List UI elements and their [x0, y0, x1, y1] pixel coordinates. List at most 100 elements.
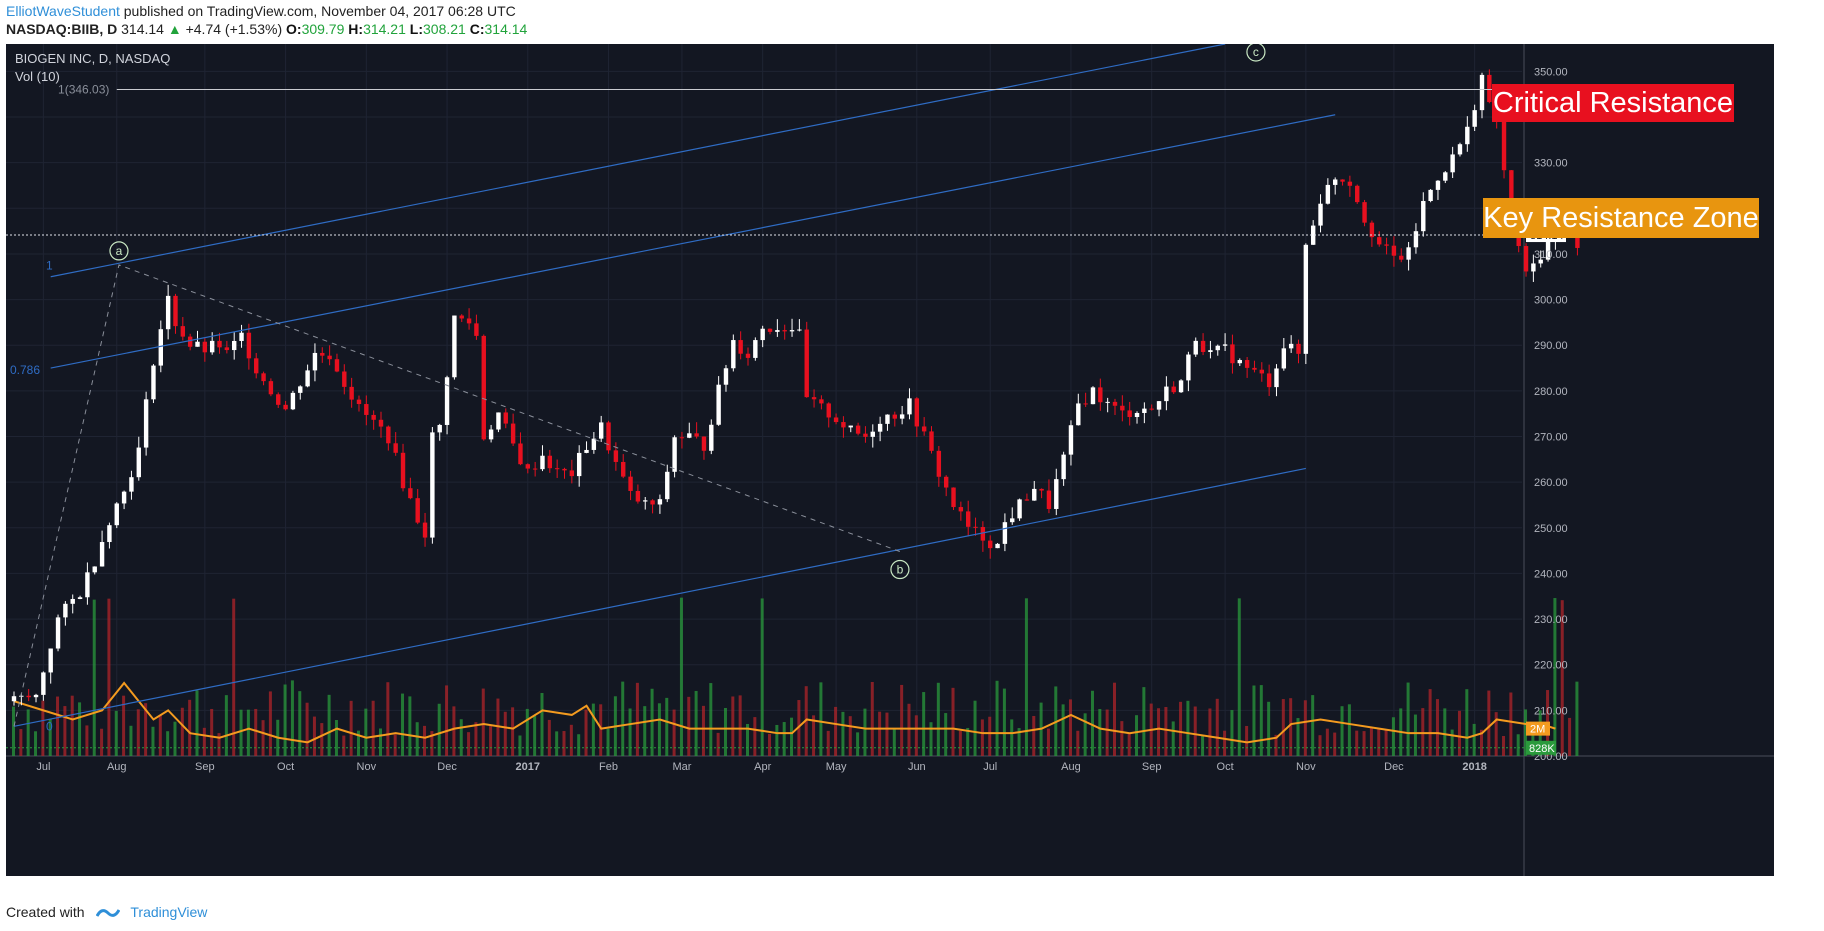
volume-bar	[1413, 714, 1417, 756]
candle-body	[943, 476, 949, 488]
volume-bar	[1076, 730, 1080, 756]
candle-body	[1010, 518, 1015, 523]
candle-body	[254, 358, 259, 374]
candle-body	[826, 403, 831, 418]
volume-bar	[41, 700, 45, 756]
candle-body	[1310, 225, 1316, 245]
volume-bar	[1516, 734, 1520, 756]
candle-body	[767, 328, 773, 332]
y-tick-label: 250.00	[1534, 523, 1568, 535]
volume-bar	[518, 735, 522, 756]
volume-bar	[584, 709, 588, 756]
volume-bar	[569, 724, 573, 756]
wave-label-b: b	[897, 563, 904, 577]
volume-bar	[621, 681, 625, 756]
author-link[interactable]: ElliotWaveStudent	[6, 3, 120, 19]
candle-body	[99, 542, 105, 567]
candle-body	[518, 443, 523, 465]
volume-bar	[342, 735, 346, 756]
key-resistance-zone-label[interactable]: Key Resistance Zone	[1483, 198, 1759, 238]
candle-body	[657, 499, 663, 505]
publish-header: ElliotWaveStudent published on TradingVi…	[0, 0, 1824, 44]
candle-body	[1413, 231, 1419, 248]
volume-bar	[254, 708, 258, 756]
candle-body	[305, 370, 310, 387]
volume-bar	[1509, 692, 1513, 756]
volume-bar	[1201, 735, 1205, 756]
candle-body	[430, 432, 435, 538]
volume-bar	[679, 597, 683, 756]
candle-body	[1186, 354, 1191, 381]
candle-body	[1171, 386, 1176, 393]
volume-bar	[782, 722, 786, 756]
volume-bar	[856, 732, 860, 756]
candle-body	[466, 318, 472, 324]
candle-body	[481, 335, 486, 440]
candle-body	[180, 326, 186, 337]
volume-bar	[1575, 681, 1579, 756]
candle-body	[1164, 386, 1169, 402]
volume-bar	[202, 727, 206, 756]
x-tick-label: 2018	[1462, 761, 1486, 773]
volume-bar	[1421, 708, 1425, 756]
volume-bar	[1325, 728, 1329, 756]
volume-bar	[907, 703, 911, 756]
volume-bar	[56, 696, 60, 756]
candle-body	[1083, 403, 1088, 405]
candle-body	[1377, 237, 1382, 245]
candle-body	[1362, 202, 1367, 223]
volume-bar	[966, 727, 970, 756]
volume-bar	[760, 598, 764, 756]
volume-bar	[1333, 732, 1337, 756]
volume-bar	[496, 698, 500, 756]
chart-canvas[interactable]: 1(346.03)10.7860abc314.14350.00340.00330…	[6, 44, 1774, 876]
volume-ma-tag	[1526, 721, 1550, 736]
candle-body	[562, 468, 567, 471]
candle-body	[643, 500, 648, 502]
y-tick-label: 270.00	[1534, 432, 1568, 444]
volume-bar	[672, 709, 676, 756]
volume-bar	[643, 706, 647, 756]
volume-bar	[217, 733, 221, 756]
candle-body	[1156, 401, 1162, 410]
x-tick-label: Dec	[1384, 761, 1404, 773]
candle-body	[628, 476, 633, 491]
volume-bar	[1171, 721, 1175, 756]
candle-body	[510, 423, 516, 444]
critical-resistance-label[interactable]: Critical Resistance	[1492, 84, 1734, 122]
volume-bar	[173, 721, 177, 756]
tradingview-link[interactable]: TradingView	[130, 904, 208, 920]
candle-body	[569, 470, 575, 477]
candle-body	[187, 336, 193, 347]
candle-body	[1259, 369, 1264, 374]
candle-body	[819, 399, 824, 404]
volume-bar	[892, 728, 896, 756]
candle-body	[613, 450, 619, 462]
fib-level-label: 1	[46, 258, 53, 272]
candle-body	[1391, 245, 1397, 256]
volume-bar	[1457, 710, 1461, 756]
candle-body	[804, 329, 809, 398]
volume-bar	[988, 716, 992, 756]
x-tick-label: Jun	[908, 761, 926, 773]
fib-level-label: 0	[46, 719, 53, 733]
volume-bar	[1553, 598, 1557, 756]
candle-body	[33, 694, 39, 698]
candle-body	[797, 329, 802, 331]
volume-bar	[1296, 718, 1300, 756]
volume-bar	[246, 709, 250, 756]
volume-bar	[709, 683, 713, 756]
candle-body	[1450, 154, 1455, 173]
candle-body	[444, 377, 450, 425]
candle-body	[745, 353, 751, 358]
volume-bar	[1384, 729, 1388, 756]
price-chart[interactable]: 1(346.03)10.7860abc314.14350.00340.00330…	[6, 44, 1774, 876]
wave-marker-c	[1246, 44, 1266, 62]
candle-body	[283, 404, 288, 410]
candle-body	[995, 543, 1000, 549]
open-value: 309.79	[301, 21, 345, 37]
candle-body	[1061, 454, 1066, 480]
volume-bar	[180, 707, 184, 756]
candle-body	[11, 696, 17, 702]
candle-body	[1178, 380, 1184, 393]
